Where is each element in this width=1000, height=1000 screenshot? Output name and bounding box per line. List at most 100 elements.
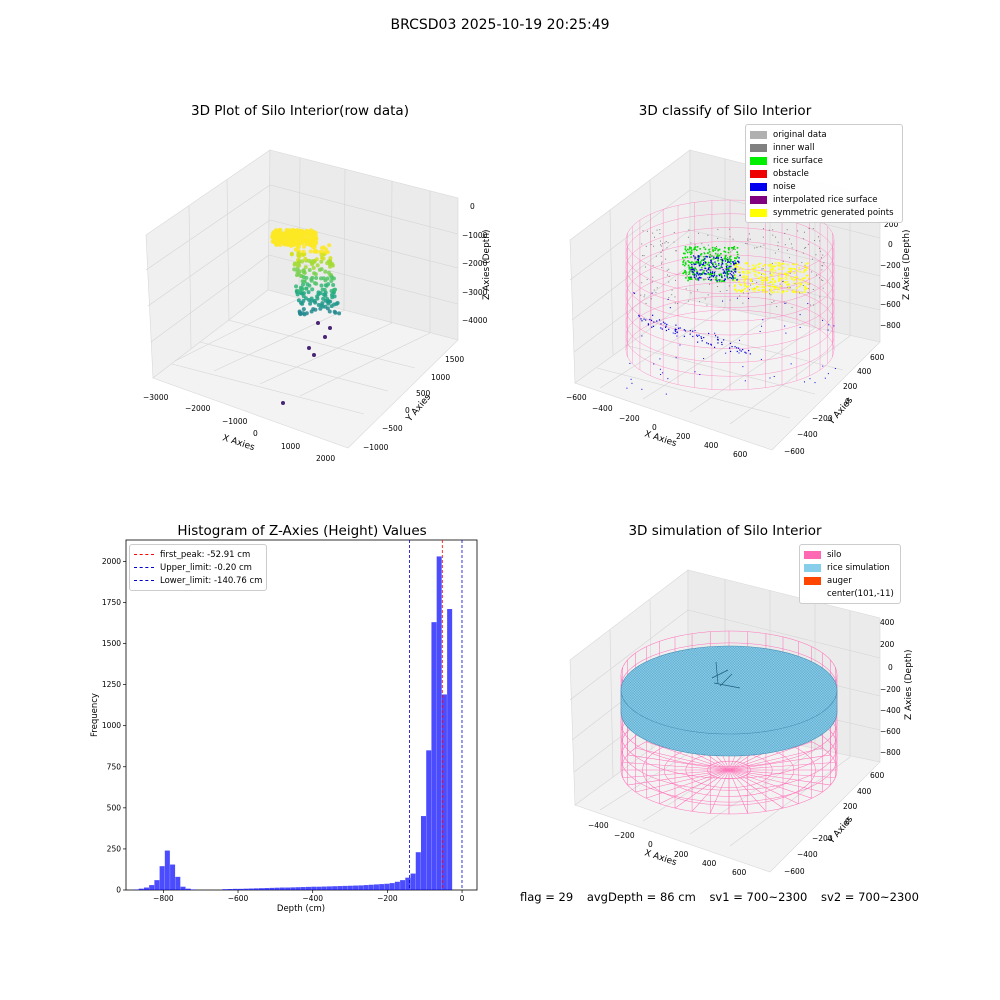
symmetric-point (806, 287, 809, 290)
histogram-bar (311, 886, 317, 890)
raw-point (300, 238, 306, 243)
rice-point (724, 257, 726, 259)
rice-point (713, 265, 716, 268)
simulation-y-tick: 600 (870, 771, 885, 780)
noise-point (643, 318, 645, 320)
legend-label: auger (827, 575, 852, 586)
rice-point (714, 249, 716, 251)
noise-point (630, 378, 632, 380)
rice-point (711, 246, 714, 249)
noise-point (683, 329, 685, 331)
rice-point (717, 257, 720, 260)
classify-legend: original data inner wall rice surface ob… (745, 124, 903, 223)
symmetric-point (735, 289, 737, 291)
wall-point (665, 258, 667, 260)
rice-point (694, 277, 697, 280)
wall-point (747, 238, 749, 240)
rice-point (684, 248, 687, 250)
raw-point (319, 259, 324, 264)
symmetric-point (771, 270, 773, 273)
noise-point (738, 261, 740, 264)
noise-point (822, 365, 824, 367)
rice-point (694, 246, 697, 248)
noise-point (674, 329, 676, 331)
wall-point (771, 302, 773, 303)
raw-point (313, 272, 318, 277)
noise-point (693, 268, 695, 270)
rice-point (682, 252, 685, 255)
symmetric-point (804, 265, 807, 268)
wall-point (742, 292, 744, 294)
wall-point (701, 243, 703, 245)
raw-point (323, 283, 328, 288)
rice-point (709, 269, 711, 272)
noise-point (691, 268, 694, 270)
noise-point (737, 260, 739, 262)
rice-point (728, 248, 730, 251)
wall-point (774, 252, 776, 254)
symmetric-point (793, 276, 796, 279)
symmetric-point (743, 280, 746, 283)
simulation-z-tick: −600 (880, 727, 901, 736)
noise-point (660, 374, 662, 376)
histogram-bar (426, 750, 432, 890)
noise-point (761, 325, 763, 327)
wall-point (719, 291, 721, 293)
wall-point (784, 244, 786, 246)
legend-swatch (750, 156, 767, 165)
noise-point (729, 350, 732, 353)
histogram-bar (285, 887, 291, 890)
symmetric-point (786, 281, 789, 283)
noise-point (721, 258, 723, 261)
wall-point (821, 257, 823, 259)
noise-point (698, 256, 700, 258)
noise-point (723, 271, 725, 274)
symmetric-point (760, 279, 763, 281)
noise-point (626, 387, 628, 389)
raw-point (308, 228, 313, 233)
raw-point (317, 267, 322, 272)
raw-point (304, 241, 309, 247)
raw-point (329, 278, 334, 283)
wall-point (778, 248, 780, 250)
noise-point (699, 374, 701, 376)
symmetric-point (767, 264, 770, 266)
noise-point (824, 377, 826, 379)
symmetric-point (796, 282, 799, 285)
silo-floor-rib (635, 769, 730, 793)
histogram-bar (290, 887, 296, 890)
wall-point (650, 244, 652, 245)
noise-point (785, 332, 787, 334)
noise-point (712, 275, 715, 278)
wall-point (747, 293, 749, 295)
simulation-legend: silo rice simulation auger center(101,-1… (799, 544, 901, 604)
noise-point (729, 272, 731, 275)
wall-point (641, 243, 643, 245)
noise-point (665, 393, 667, 395)
histogram-x-tick: −400 (302, 894, 323, 903)
simulation-z-tick: 200 (880, 640, 895, 649)
symmetric-point (778, 288, 781, 291)
symmetric-point (802, 271, 805, 274)
noise-point (726, 271, 729, 273)
rice-point (708, 251, 711, 253)
classify-z-tick: 0 (888, 240, 893, 249)
symmetric-point (783, 263, 785, 265)
wall-point (646, 230, 648, 232)
wall-point (785, 302, 787, 304)
rice-surface-top (620, 645, 838, 735)
rice-point (729, 259, 732, 261)
rice-point (703, 269, 705, 272)
noise-point (739, 339, 741, 341)
symmetric-point (790, 269, 793, 272)
wall-point (822, 287, 824, 289)
rice-point (728, 270, 731, 273)
wall-point (645, 302, 647, 304)
raw-y-tick: 1000 (431, 373, 450, 382)
wall-point (687, 236, 689, 238)
raw-point (299, 286, 304, 291)
noise-point (738, 257, 740, 259)
symmetric-point (778, 268, 780, 271)
raw-point (332, 302, 337, 307)
wall-point (704, 298, 706, 300)
